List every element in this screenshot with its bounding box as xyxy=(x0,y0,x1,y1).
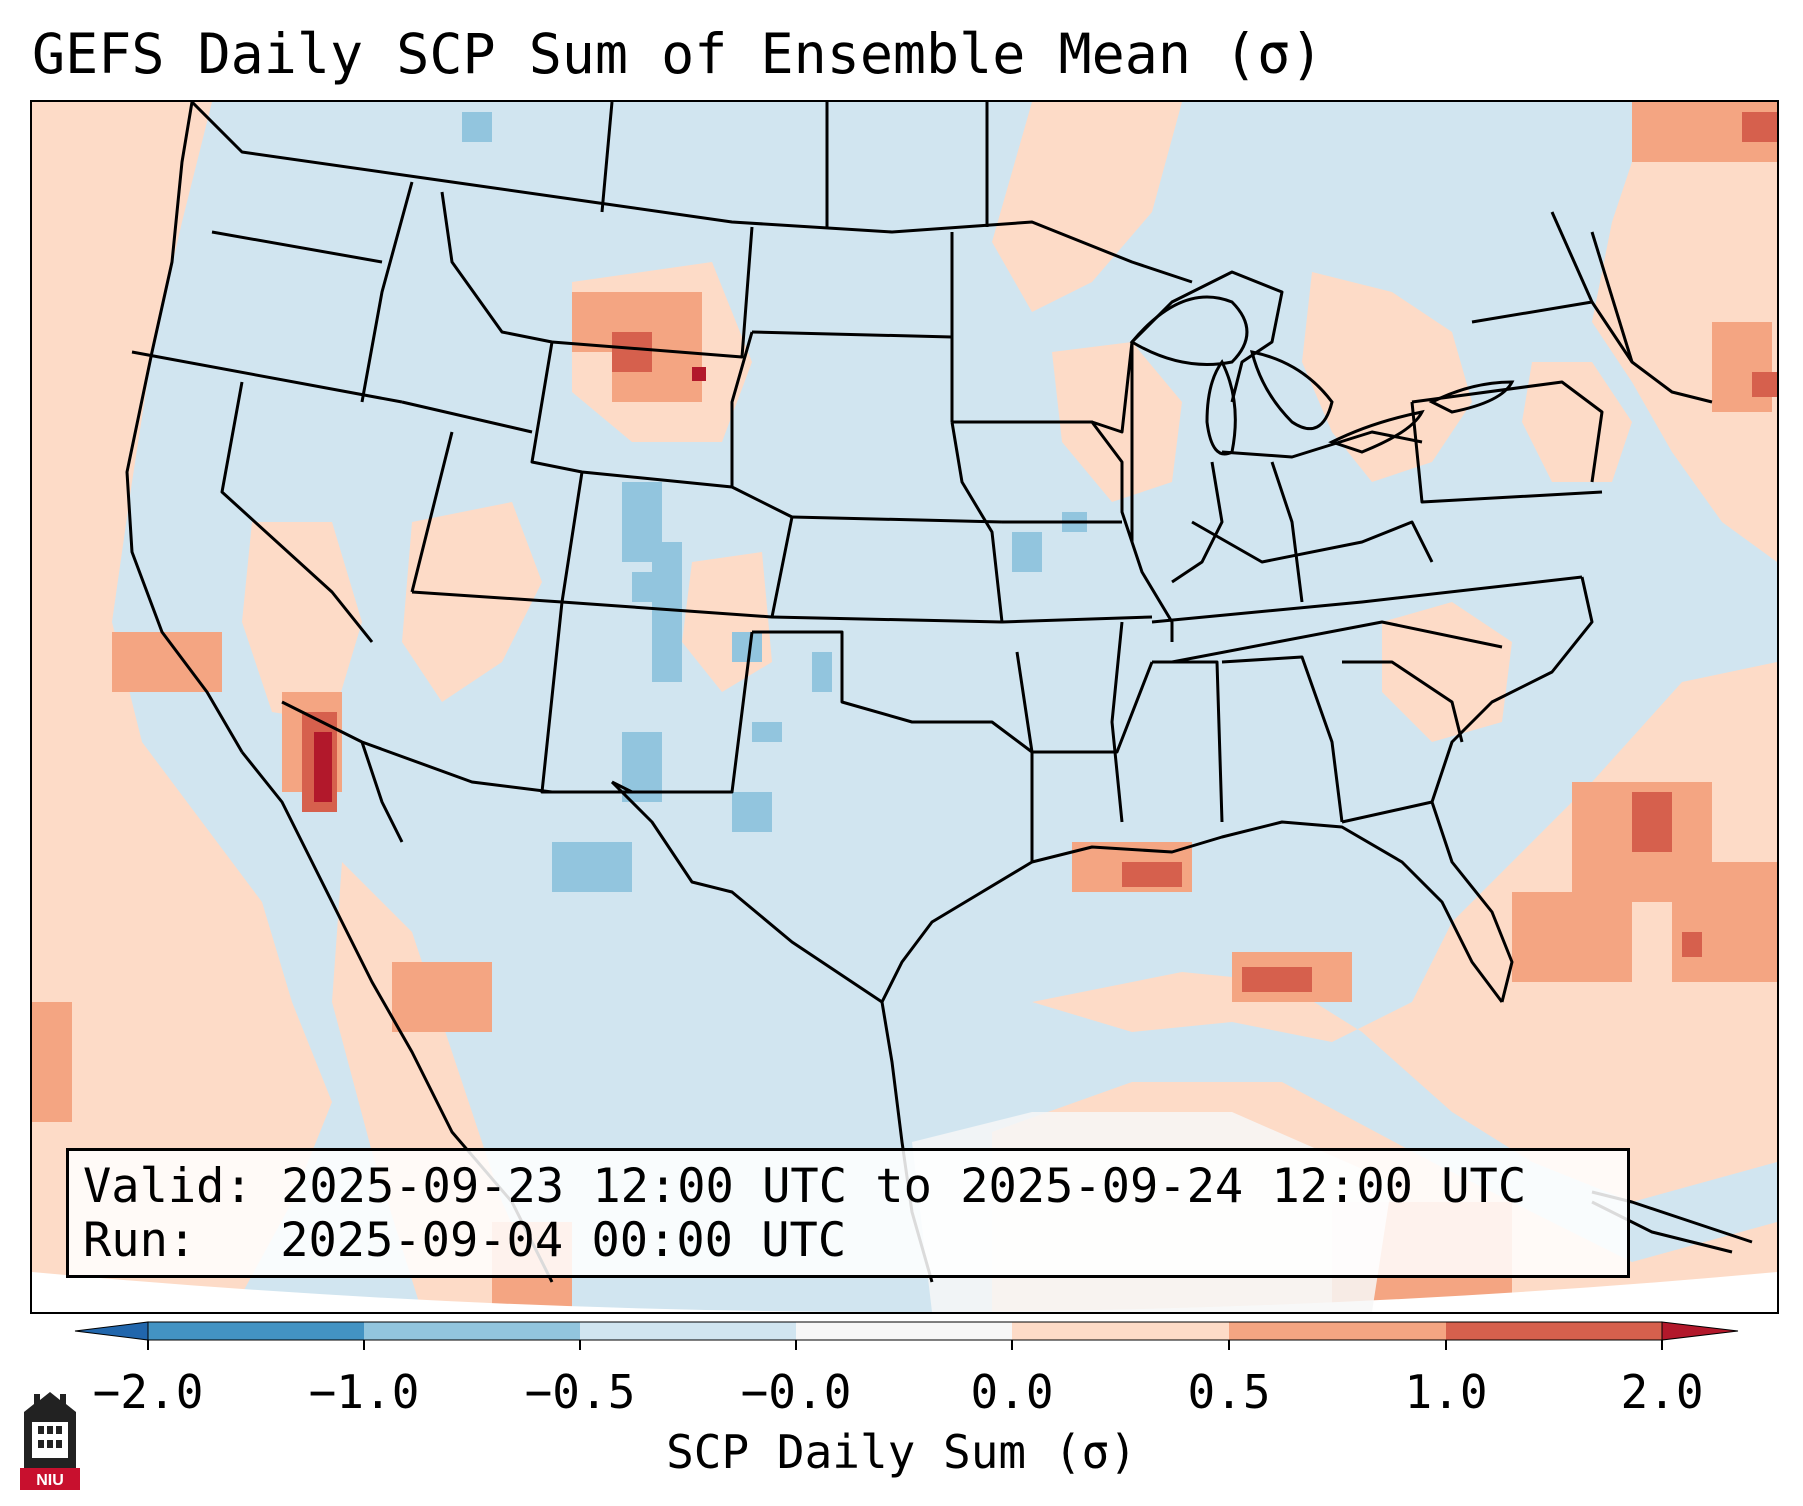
colorbar-band xyxy=(148,1322,364,1340)
run-label: Run: xyxy=(83,1213,197,1268)
run-value: 2025-09-04 00:00 UTC xyxy=(280,1213,847,1268)
extreme-positive-regions xyxy=(314,367,706,802)
colorbar-band xyxy=(364,1322,580,1340)
great-lakes xyxy=(1129,295,1515,456)
colorbar-tick-label: 0.0 xyxy=(970,1365,1054,1419)
colorbar-band xyxy=(580,1322,796,1340)
colorbar-band xyxy=(796,1322,1012,1340)
colorbar-tick-label: −1.0 xyxy=(308,1365,420,1419)
logo-text: NIU xyxy=(36,1472,64,1489)
valid-line: Valid: 2025-09-23 12:00 UTC to 2025-09-2… xyxy=(83,1159,1526,1214)
colorbar-label: SCP Daily Sum (σ) xyxy=(666,1425,1137,1479)
colorbar-tick-label: −0.0 xyxy=(740,1365,852,1419)
map-panel xyxy=(30,100,1779,1314)
valid-label: Valid: xyxy=(83,1159,253,1214)
colorbar-tick-label: 2.0 xyxy=(1620,1365,1704,1419)
colorbar-tick-label: −2.0 xyxy=(92,1365,204,1419)
anomaly-map xyxy=(32,102,1777,1312)
colorbar-band xyxy=(1446,1322,1662,1340)
political-borders xyxy=(125,102,1753,1283)
chart-title: GEFS Daily SCP Sum of Ensemble Mean (σ) xyxy=(32,22,1324,86)
colorbar-tick-label: −0.5 xyxy=(524,1365,636,1419)
colorbar-band xyxy=(1012,1322,1229,1340)
niu-logo: NIU xyxy=(20,1392,80,1490)
colorbar-extend-max xyxy=(1661,1321,1739,1341)
colorbar-band xyxy=(1229,1322,1446,1340)
negative-anomaly-regions xyxy=(462,112,1087,892)
colorbar xyxy=(74,1321,1739,1350)
run-line: Run: 2025-09-04 00:00 UTC xyxy=(83,1213,846,1268)
colorbar-tick-label: 0.5 xyxy=(1187,1365,1271,1419)
colorbar-tick-label: 1.0 xyxy=(1404,1365,1488,1419)
colorbar-extend-min xyxy=(74,1321,149,1341)
valid-value: 2025-09-23 12:00 UTC to 2025-09-24 12:00… xyxy=(281,1159,1527,1214)
valid-time-box: Valid: 2025-09-23 12:00 UTC to 2025-09-2… xyxy=(66,1148,1630,1278)
colorbar-outline xyxy=(147,1321,1663,1341)
